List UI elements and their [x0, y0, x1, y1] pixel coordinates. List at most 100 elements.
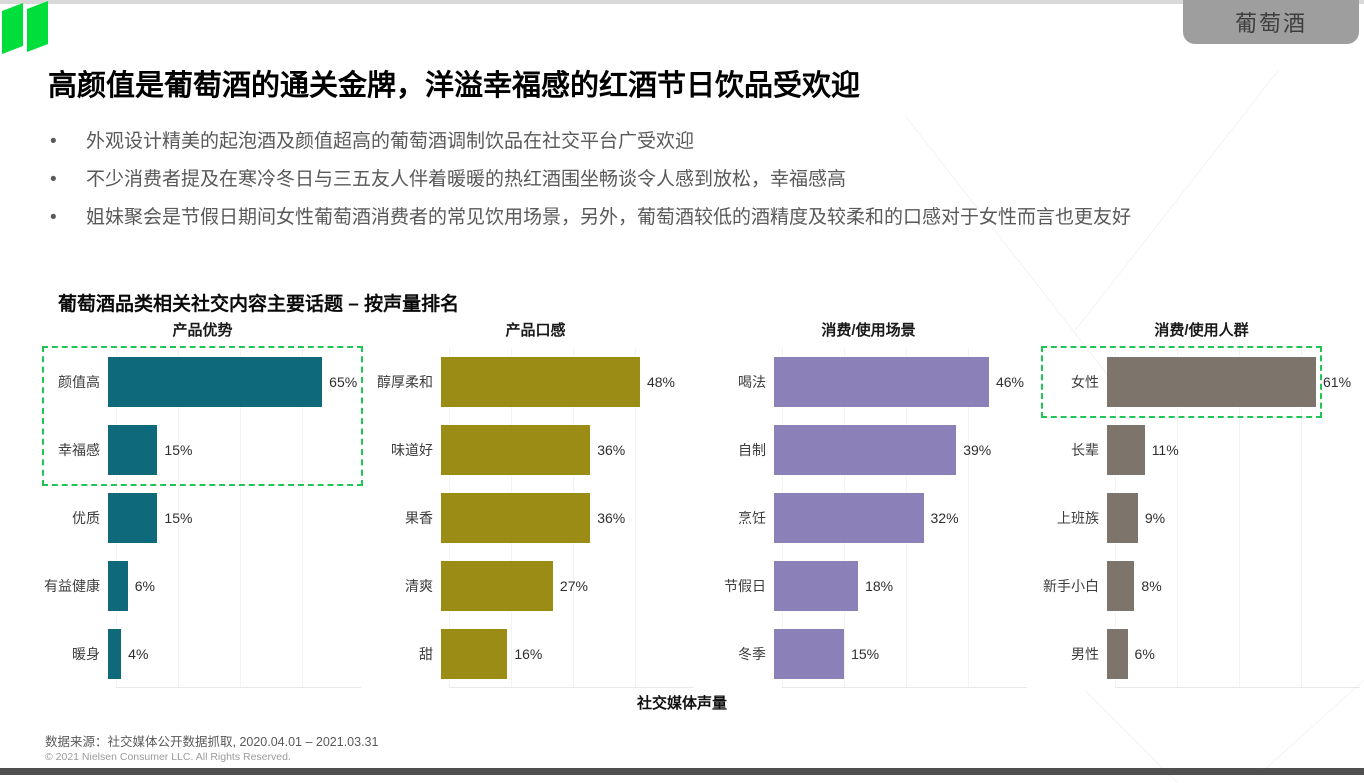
bullet-dot-icon: • [50, 131, 57, 152]
bar-track: 39% [774, 416, 1031, 484]
bar-category-label: 暖身 [72, 646, 100, 662]
chart-title: 产品优势 [172, 322, 233, 339]
chart-4: 消费/使用人群 女性 61% 长辈 11% 上班族 9% 新手小白 8% 男性 6% [1039, 318, 1364, 688]
bar-row: 果香 36% [373, 484, 698, 552]
bar-track: 6% [108, 552, 365, 620]
bar-category-label: 新手小白 [1043, 578, 1099, 594]
section-title: 葡萄酒品类相关社交内容主要话题 – 按声量排名 [58, 294, 460, 315]
bar [108, 629, 122, 679]
bar [1107, 629, 1128, 679]
bullet-dot-icon: • [50, 169, 57, 190]
chart-title: 产品口感 [505, 322, 566, 339]
bar-value-label: 46% [995, 374, 1024, 390]
bar-value-label: 4% [128, 646, 149, 662]
bullet-dot-icon: • [50, 207, 57, 228]
bullet-item: • 外观设计精美的起泡酒及颜值超高的葡萄酒调制饮品在社交平台广受欢迎 [48, 128, 1336, 155]
bar-track: 65% [108, 348, 365, 416]
bar-value-label: 15% [164, 442, 193, 458]
bar-value-label: 27% [559, 578, 588, 594]
bar-value-label: 65% [329, 374, 358, 390]
bar-category-label: 幸福感 [58, 442, 100, 458]
bar-category-label: 冬季 [738, 646, 766, 662]
bar-row: 新手小白 8% [1039, 552, 1364, 620]
bar-value-label: 32% [930, 510, 959, 526]
bar [774, 425, 957, 475]
copyright-note: © 2021 Nielsen Consumer LLC. All Rights … [45, 751, 291, 763]
bar [441, 493, 591, 543]
data-source-note: 数据来源：社交媒体公开数据抓取, 2020.04.01 – 2021.03.31 [45, 735, 379, 749]
bar-track: 36% [441, 416, 698, 484]
bar-category-label: 自制 [738, 442, 766, 458]
bar-row: 味道好 36% [373, 416, 698, 484]
bar [441, 425, 591, 475]
chart-plot-area: 喝法 46% 自制 39% 烹饪 32% 节假日 18% 冬季 15% [706, 348, 1031, 688]
bar-row: 自制 39% [706, 416, 1031, 484]
bar-track: 18% [774, 552, 1031, 620]
bar [108, 357, 323, 407]
bar-row: 上班族 9% [1039, 484, 1364, 552]
bar-value-label: 15% [164, 510, 193, 526]
bar [774, 629, 845, 679]
bar-value-label: 61% [1323, 374, 1352, 390]
bar-category-label: 男性 [1071, 646, 1099, 662]
bar-row: 女性 61% [1039, 348, 1364, 416]
bar-value-label: 18% [865, 578, 894, 594]
bar-category-label: 喝法 [738, 374, 766, 390]
bar-track: 46% [774, 348, 1031, 416]
bar-category-label: 果香 [405, 510, 433, 526]
bar [108, 425, 158, 475]
bullet-list: • 外观设计精美的起泡酒及颜值超高的葡萄酒调制饮品在社交平台广受欢迎 • 不少消费者… [48, 128, 1336, 242]
bar [108, 493, 158, 543]
bar-category-label: 优质 [72, 510, 100, 526]
bar-track: 4% [108, 620, 365, 688]
bar-value-label: 48% [646, 374, 675, 390]
bar-row: 有益健康 6% [40, 552, 365, 620]
bar-track: 48% [441, 348, 698, 416]
bar-track: 15% [774, 620, 1031, 688]
x-axis-label: 社交媒体声量 [636, 695, 727, 712]
bottom-bar [0, 768, 1364, 775]
bar-value-label: 36% [597, 442, 626, 458]
bar-row: 甜 16% [373, 620, 698, 688]
bar-value-label: 16% [514, 646, 543, 662]
bar-category-label: 有益健康 [44, 578, 100, 594]
bar-category-label: 烹饪 [738, 510, 766, 526]
bar-category-label: 醇厚柔和 [377, 374, 433, 390]
bar-row: 暖身 4% [40, 620, 365, 688]
bar-track: 11% [1107, 416, 1364, 484]
bar [441, 357, 640, 407]
category-badge: 葡萄酒 [1183, 0, 1359, 44]
bar-category-label: 节假日 [724, 578, 766, 594]
bar-category-label: 清爽 [405, 578, 433, 594]
bullet-text: 姐妹聚会是节假日期间女性葡萄酒消费者的常见饮用场景，另外，葡萄酒较低的酒精度及较… [86, 207, 1132, 228]
nielsen-logo [2, 0, 54, 63]
chart-title: 消费/使用场景 [821, 322, 916, 339]
bar-track: 36% [441, 484, 698, 552]
bar-row: 颜值高 65% [40, 348, 365, 416]
chart-1: 产品优势颜值高 65% 幸福感 15% 优质 15% 有益健康 6% 暖身 4% [40, 318, 365, 688]
bar-row: 长辈 11% [1039, 416, 1364, 484]
bar-value-label: 39% [963, 442, 992, 458]
bar [441, 561, 553, 611]
bar-value-label: 8% [1141, 578, 1162, 594]
nielsen-logo-icon [2, 1, 48, 54]
bar-track: 32% [774, 484, 1031, 552]
bar-row: 节假日 18% [706, 552, 1031, 620]
bullet-text: 不少消费者提及在寒冷冬日与三五友人伴着暖暖的热红酒围坐畅谈令人感到放松，幸福感高 [86, 169, 847, 190]
bar-row: 醇厚柔和 48% [373, 348, 698, 416]
bar [108, 561, 128, 611]
bar-value-label: 15% [851, 646, 880, 662]
bullet-text: 外观设计精美的起泡酒及颜值超高的葡萄酒调制饮品在社交平台广受欢迎 [86, 131, 695, 152]
bar-category-label: 味道好 [391, 442, 433, 458]
bar-value-label: 11% [1151, 442, 1179, 458]
bar-track: 6% [1107, 620, 1364, 688]
bar [1107, 425, 1145, 475]
bar-row: 清爽 27% [373, 552, 698, 620]
chart-plot-area: 女性 61% 长辈 11% 上班族 9% 新手小白 8% 男性 6% [1039, 346, 1364, 688]
bar-track: 8% [1107, 552, 1364, 620]
page-title: 高颜值是葡萄酒的通关金牌，洋溢幸福感的红酒节日饮品受欢迎 [48, 70, 861, 102]
bullet-item: • 姐妹聚会是节假日期间女性葡萄酒消费者的常见饮用场景，另外，葡萄酒较低的酒精度及… [48, 204, 1336, 231]
bar [774, 561, 859, 611]
bar-track: 15% [108, 416, 365, 484]
bar-row: 男性 6% [1039, 620, 1364, 688]
